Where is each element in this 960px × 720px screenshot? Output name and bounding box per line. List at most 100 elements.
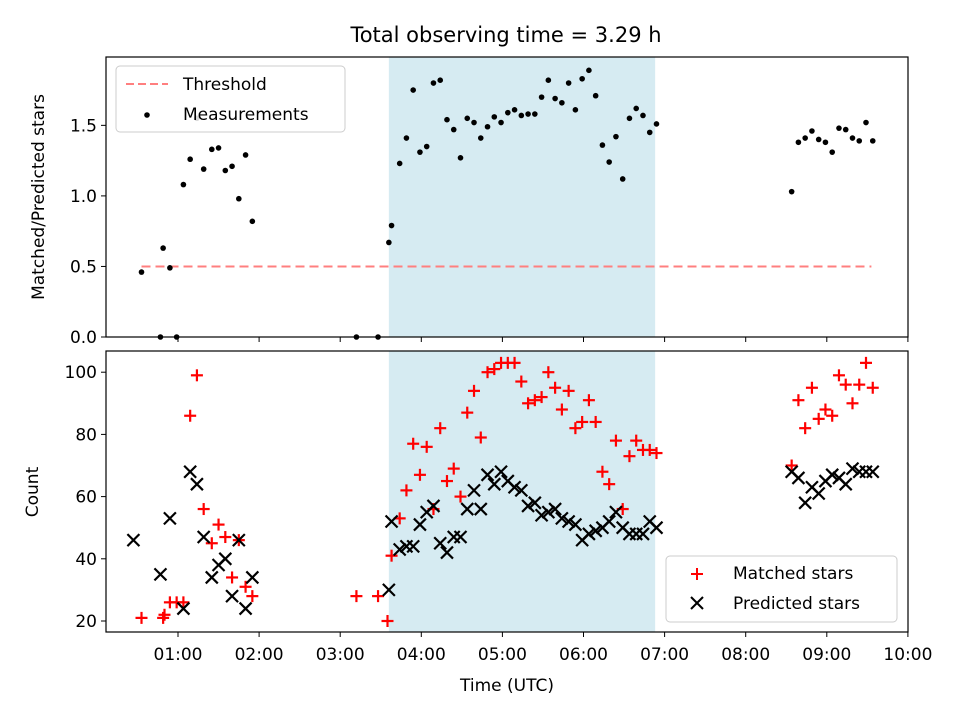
predicted-star-point: [413, 517, 427, 532]
predicted-star-point: [467, 483, 481, 498]
matched-star-point: [413, 468, 426, 481]
legend-measurements-label: Measurements: [183, 105, 309, 125]
measurement-point: [471, 119, 477, 126]
x-axis-label: Time (UTC): [459, 676, 554, 696]
measurement-point: [640, 112, 646, 119]
predicted-star-point: [588, 524, 603, 538]
x-tick-label: 06:00: [559, 645, 608, 665]
matched-star-point: [785, 459, 798, 472]
matched-star-point: [596, 465, 609, 478]
predicted-star-point: [218, 552, 233, 566]
matched-star-point: [454, 490, 467, 503]
predicted-star-point: [636, 527, 650, 541]
x-tick-label: 05:00: [478, 645, 527, 665]
matched-star-point: [385, 549, 398, 562]
bottom-y-axis: 20 40 60 80 100: [65, 363, 106, 632]
bottom-plot-area: [126, 356, 880, 627]
matched-star-point: [623, 450, 636, 463]
predicted-star-point: [811, 486, 826, 501]
top-y-tick-label: 0.5: [70, 257, 97, 277]
measurement-point: [592, 92, 599, 99]
matched-star-point: [381, 615, 394, 627]
legend-predicted-swatch: [690, 596, 704, 610]
legend-threshold-label: Threshold: [182, 75, 267, 95]
predicted-star-point: [555, 511, 569, 526]
matched-star-point: [350, 590, 363, 603]
predicted-star-point: [791, 471, 806, 485]
matched-star-point: [461, 406, 474, 419]
x-tick-label: 01:00: [154, 645, 203, 665]
predicted-star-point: [176, 601, 191, 616]
measurement-point: [457, 155, 464, 161]
matched-star-point: [589, 415, 602, 428]
measurement-point: [236, 195, 242, 202]
measurement-point: [836, 125, 842, 131]
measurement-point: [849, 135, 856, 141]
measurement-point: [559, 99, 565, 106]
measurement-point: [788, 188, 795, 195]
measurement-point: [599, 142, 606, 148]
predicted-star-point: [406, 539, 420, 554]
predicted-star-point: [825, 468, 839, 482]
predicted-star-point: [426, 499, 441, 513]
predicted-star-point: [602, 514, 616, 529]
measurement-point: [802, 135, 808, 141]
measurement-point: [815, 136, 822, 143]
matched-star-point: [805, 381, 818, 394]
matched-star-point: [630, 434, 643, 447]
matched-star-point: [197, 503, 210, 516]
predicted-star-point: [196, 530, 211, 544]
measurement-point: [856, 138, 863, 144]
predicted-star-point: [838, 477, 853, 491]
predicted-star-point: [582, 527, 596, 541]
predicted-star-point: [153, 567, 168, 582]
measurement-point: [430, 80, 437, 86]
measurement-point: [525, 111, 531, 117]
predicted-star-point: [205, 570, 219, 585]
top-axes-frame: [105, 56, 909, 338]
predicted-star-point: [865, 464, 880, 479]
top-y-tick-label: 1.0: [70, 187, 97, 207]
measurement-point: [464, 115, 471, 122]
matched-star-point: [177, 596, 190, 609]
matched-star-point: [474, 431, 487, 444]
predicted-star-point: [507, 480, 522, 495]
measurement-point: [417, 149, 423, 155]
predicted-star-point: [548, 502, 562, 516]
predicted-star-point: [534, 508, 549, 523]
measurement-point: [532, 111, 538, 117]
matched-star-point: [859, 356, 872, 369]
legend-matched-swatch: [691, 568, 703, 580]
measurement-point: [606, 159, 612, 165]
matched-star-point: [468, 384, 481, 397]
predicted-star-point: [382, 583, 396, 597]
matched-star-point: [528, 394, 541, 407]
matched-star-point: [205, 537, 218, 550]
predicted-star-point: [190, 477, 204, 491]
matched-star-point: [846, 397, 859, 410]
matched-star-point: [650, 447, 663, 460]
matched-star-point: [832, 369, 845, 382]
x-tick-label: 04:00: [397, 645, 446, 665]
predicted-star-point: [453, 530, 468, 544]
measurement-point: [869, 138, 876, 144]
top-panel: Total observing time = 3.29 h 0.0 0.5 1.0 1…: [29, 23, 909, 348]
matched-star-point: [643, 443, 656, 456]
measurement-point: [646, 129, 653, 136]
matched-star-point: [184, 409, 197, 422]
predicted-star-point: [245, 570, 260, 585]
predicted-star-point: [514, 483, 529, 498]
measurement-point: [842, 126, 849, 133]
measurement-point: [403, 135, 410, 141]
predicted-star-point: [609, 505, 623, 519]
measurement-point: [396, 160, 403, 167]
measurement-point: [444, 116, 450, 123]
measurement-point: [215, 145, 222, 151]
matched-star-point: [535, 391, 548, 404]
measurement-point: [138, 269, 145, 275]
bottom-y-tick-label: 80: [75, 425, 97, 445]
measurement-point: [795, 139, 802, 146]
matched-star-point: [799, 422, 812, 435]
measurement-point: [180, 181, 187, 188]
